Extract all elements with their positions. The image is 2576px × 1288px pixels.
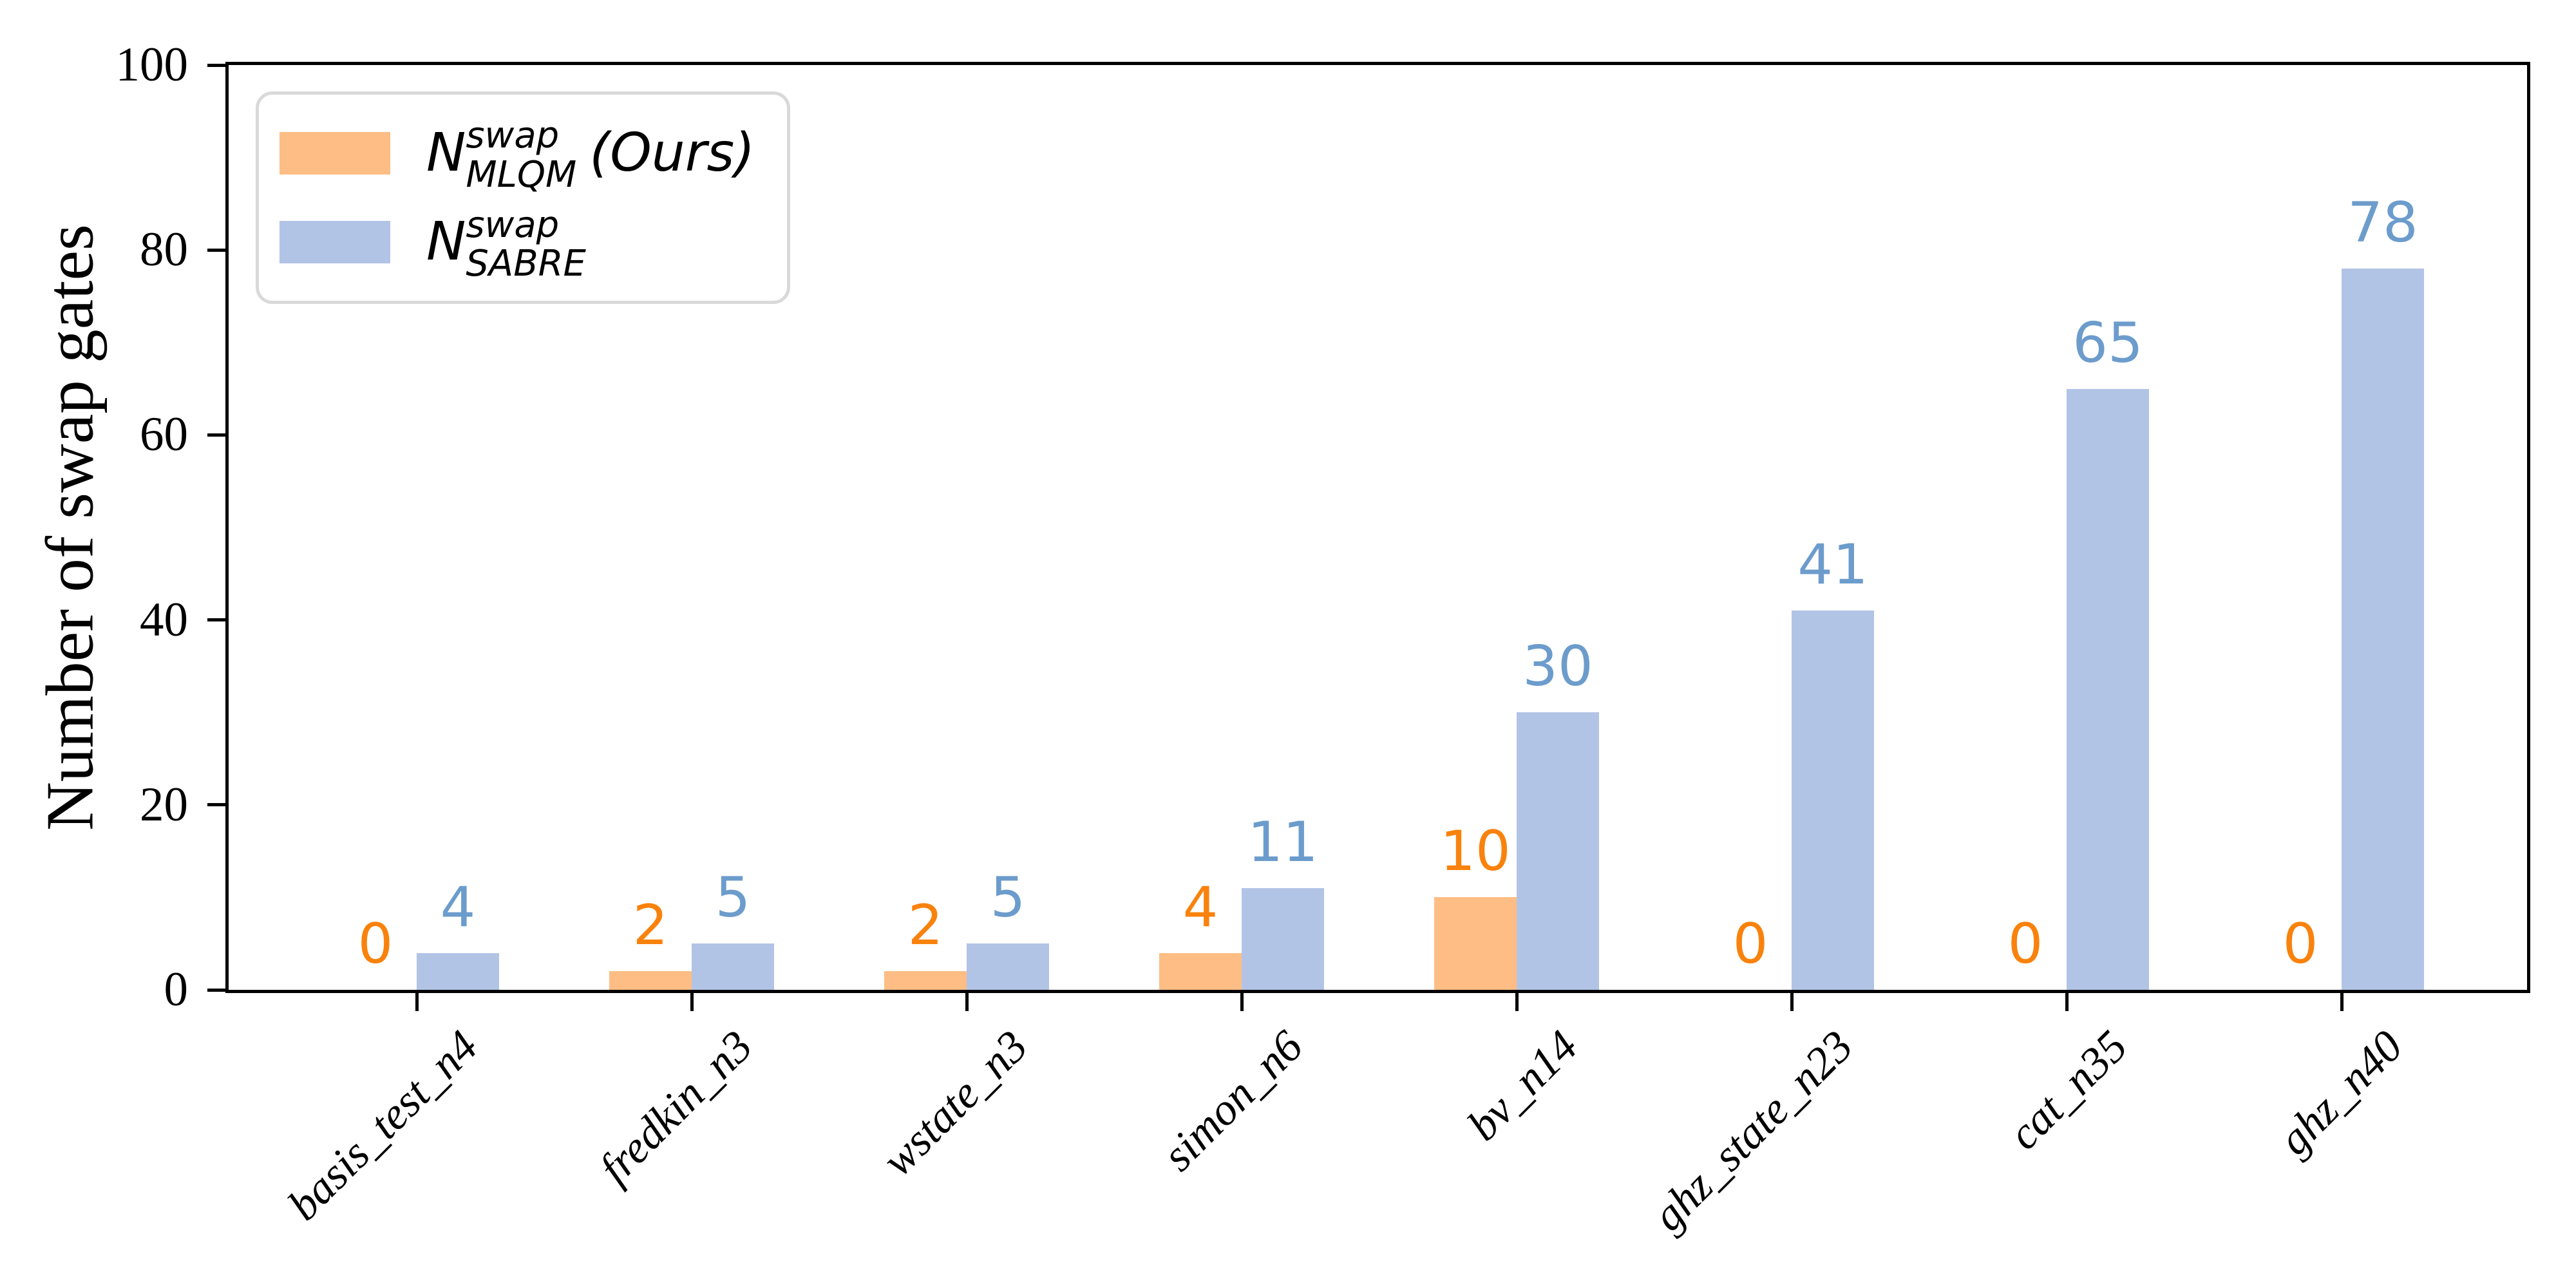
y-tick-mark	[207, 433, 225, 437]
bar-sabre-wstate_n3	[967, 943, 1049, 990]
value-label-mlqm-wstate_n3: 2	[907, 893, 943, 958]
bar-sabre-fredkin_n3	[692, 943, 774, 990]
y-tick-mark	[207, 803, 225, 807]
bar-mlqm-wstate_n3	[884, 971, 967, 990]
x-tick-mark	[1240, 993, 1244, 1011]
category-label-basis_test_n4: basis_test_n4	[278, 1021, 488, 1231]
bar-sabre-bv_n14	[1517, 712, 1599, 990]
y-tick-mark	[207, 248, 225, 252]
category-label-fredkin_n3: fredkin_n3	[590, 1021, 762, 1194]
value-label-mlqm-basis_test_n4: 0	[357, 912, 393, 976]
value-label-mlqm-simon_n6: 4	[1182, 875, 1218, 940]
value-label-sabre-ghz_state_n23: 41	[1797, 533, 1868, 598]
value-label-sabre-cat_n35: 65	[2072, 310, 2143, 375]
category-label-bv_n14: bv_n14	[1458, 1021, 1587, 1151]
y-tick-mark	[207, 988, 225, 992]
y-tick-label: 100	[115, 38, 189, 91]
value-label-sabre-ghz_n40: 78	[2347, 190, 2418, 255]
legend-superscript: swap	[466, 204, 560, 246]
category-label-cat_n35: cat_n35	[1999, 1021, 2137, 1160]
category-label-ghz_state_n23: ghz_state_n23	[1643, 1021, 1862, 1241]
legend-suffix: (Ours)	[589, 122, 755, 184]
y-tick-label: 40	[140, 592, 188, 647]
value-label-sabre-wstate_n3: 5	[990, 866, 1026, 931]
value-label-mlqm-cat_n35: 0	[2007, 912, 2043, 976]
x-tick-mark	[415, 993, 419, 1011]
x-tick-mark	[2065, 993, 2069, 1011]
y-tick-label: 20	[140, 777, 188, 831]
value-label-mlqm-fredkin_n3: 2	[632, 893, 668, 958]
x-tick-mark	[965, 993, 969, 1011]
y-axis-title: Number of swap gates	[32, 224, 108, 831]
x-tick-mark	[690, 993, 694, 1011]
x-tick-mark	[1515, 993, 1519, 1011]
category-label-wstate_n3: wstate_n3	[873, 1021, 1037, 1186]
legend-superscript: swap	[466, 115, 560, 157]
y-tick-label: 80	[140, 223, 188, 277]
bar-sabre-ghz_n40	[2342, 268, 2424, 990]
y-tick-label: 0	[164, 963, 189, 1016]
value-label-sabre-simon_n6: 11	[1247, 810, 1318, 875]
bar-mlqm-bv_n14	[1434, 897, 1517, 990]
y-tick-label: 60	[140, 408, 188, 462]
legend-symbol: N	[426, 122, 466, 184]
legend-swatch-mlqm	[279, 131, 390, 175]
y-tick-mark	[207, 618, 225, 622]
legend-subscript: MLQM	[466, 153, 577, 196]
value-label-sabre-basis_test_n4: 4	[440, 875, 476, 940]
bar-mlqm-fredkin_n3	[609, 971, 692, 990]
x-tick-mark	[2340, 993, 2344, 1011]
value-label-mlqm-bv_n14: 10	[1440, 819, 1511, 884]
category-label-ghz_n40: ghz_n40	[2269, 1021, 2412, 1165]
legend-symbol: N	[426, 211, 466, 273]
legend-subscript: SABRE	[466, 243, 586, 285]
bar-sabre-cat_n35	[2067, 388, 2149, 990]
value-label-sabre-bv_n14: 30	[1522, 634, 1593, 699]
bar-sabre-ghz_state_n23	[1792, 611, 1874, 990]
value-label-mlqm-ghz_n40: 0	[2282, 912, 2318, 976]
bar-sabre-simon_n6	[1242, 888, 1324, 990]
legend-swatch-sabre	[279, 221, 390, 264]
y-tick-mark	[207, 63, 225, 67]
category-label-simon_n6: simon_n6	[1153, 1021, 1312, 1181]
bar-mlqm-simon_n6	[1159, 952, 1242, 990]
value-label-sabre-fredkin_n3: 5	[715, 866, 751, 931]
x-tick-mark	[1790, 993, 1794, 1011]
bar-sabre-basis_test_n4	[417, 952, 499, 990]
value-label-mlqm-ghz_state_n23: 0	[1732, 912, 1768, 976]
